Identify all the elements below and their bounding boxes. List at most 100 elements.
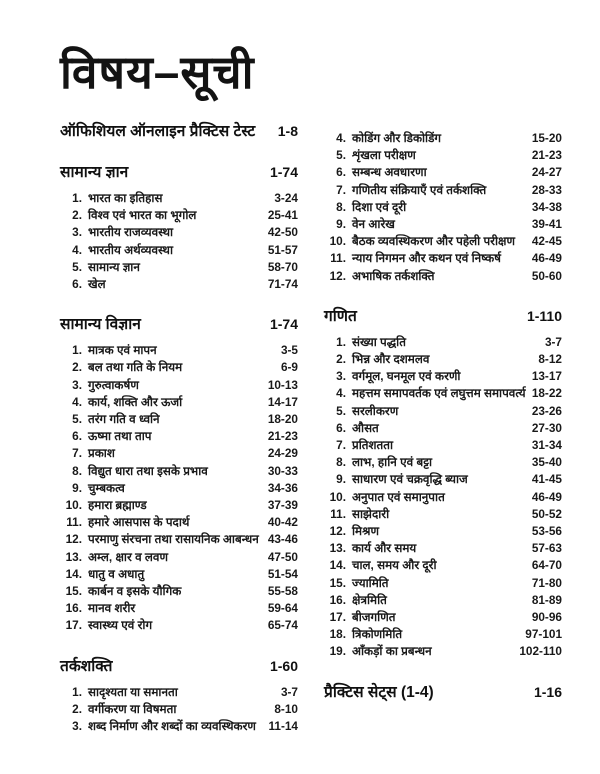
- item-pages: 6-9: [280, 360, 298, 375]
- item-title: चुम्बकत्व: [88, 480, 125, 495]
- item-title: भिन्न और दशमलव: [352, 351, 430, 366]
- toc-item: 5. सामान्य ज्ञान 58-70: [60, 259, 298, 276]
- item-title: ज्यामिति: [352, 575, 389, 590]
- item-pages: 37-39: [267, 497, 298, 512]
- section-title: सामान्य ज्ञान: [60, 163, 129, 181]
- item-number: 2.: [336, 351, 346, 366]
- item-title: आँकड़ों का प्रबन्धन: [352, 644, 432, 659]
- item-pages: 97-101: [525, 627, 562, 642]
- toc-item: 8. विद्युत धारा तथा इसके प्रभाव 30-33: [60, 463, 298, 480]
- toc-section: गणित 1-110 1. संख्या पद्धति 3-7 2. भिन्न और दश…: [324, 304, 562, 661]
- toc-item: 3. गुरुत्वाकर्षण 10-13: [60, 377, 298, 394]
- item-number: 6.: [336, 420, 346, 435]
- item-title: विश्व एवं भारत का भूगोल: [88, 208, 197, 223]
- item-number: 12.: [329, 268, 346, 283]
- toc-item: 1. मात्रक एवं मापन 3-5: [60, 342, 298, 359]
- toc-item: 4. कार्य, शक्ति और ऊर्जा 14-17: [60, 394, 298, 411]
- item-pages: 8-10: [274, 701, 298, 716]
- section-title: प्रैक्टिस सेट्स (1-4): [324, 683, 434, 701]
- toc-item: 5. सरलीकरण 23-26: [324, 403, 562, 420]
- item-title: कार्य, शक्ति और ऊर्जा: [88, 394, 183, 409]
- toc-column-right: 4. कोडिंग और डिकोडिंग 15-20 5. शृंखला परीक्ष…: [324, 119, 562, 754]
- item-pages: 30-33: [267, 463, 298, 478]
- item-number: 16.: [329, 592, 346, 607]
- item-number: 12.: [65, 532, 82, 547]
- item-number: 2.: [72, 701, 82, 716]
- item-number: 3.: [336, 369, 346, 384]
- item-title: विद्युत धारा तथा इसके प्रभाव: [88, 463, 208, 478]
- section-heading: सामान्य ज्ञान 1-74: [60, 160, 298, 182]
- item-pages: 15-20: [531, 130, 562, 145]
- item-title: मात्रक एवं मापन: [88, 343, 157, 358]
- item-pages: 18-22: [531, 386, 562, 401]
- item-number: 3.: [72, 225, 82, 240]
- item-number: 11.: [66, 515, 82, 530]
- toc-item: 2. बल तथा गति के नियम 6-9: [60, 359, 298, 376]
- toc-item: 13. अम्ल, क्षार व लवण 47-50: [60, 549, 298, 566]
- item-pages: 64-70: [531, 558, 562, 573]
- item-number: 9.: [72, 480, 82, 495]
- item-title: भारतीय अर्थव्यवस्था: [88, 242, 174, 257]
- section-pages: 1-74: [269, 163, 298, 180]
- item-pages: 13-17: [531, 369, 562, 384]
- toc-item: 3. वर्गमूल, घनमूल एवं करणी 13-17: [324, 368, 562, 385]
- item-number: 15.: [65, 583, 82, 598]
- item-title: महत्तम समापवर्तक एवं लघुत्तम समापवर्त्य: [352, 386, 526, 401]
- item-pages: 24-27: [531, 165, 562, 180]
- toc-item: 12. अभाषिक तर्कशक्ति 50-60: [324, 268, 562, 285]
- item-title: दिशा एवं दूरी: [352, 199, 407, 214]
- toc-item: 7. प्रकाश 24-29: [60, 445, 298, 462]
- item-pages: 8-12: [538, 351, 562, 366]
- item-number: 10.: [65, 497, 82, 512]
- item-number: 4.: [336, 386, 346, 401]
- item-title: धातु व अधातु: [88, 566, 145, 581]
- section-pages: 1-16: [533, 683, 562, 700]
- item-number: 8.: [72, 463, 82, 478]
- item-number: 14.: [329, 558, 346, 573]
- item-number: 3.: [72, 718, 82, 733]
- toc-item: 10. बैठक व्यवस्थिकरण और पहेली परीक्षण 42-4…: [324, 233, 562, 250]
- item-title: वेन आरेख: [352, 216, 395, 231]
- section-pages: 1-110: [526, 307, 562, 324]
- toc-item: 6. खेल 71-74: [60, 276, 298, 293]
- item-title: सामान्य ज्ञान: [88, 259, 140, 274]
- toc-item: 6. औसत 27-30: [324, 420, 562, 437]
- toc-item: 17. स्वास्थ्य एवं रोग 65-74: [60, 617, 298, 634]
- item-pages: 81-89: [531, 592, 562, 607]
- item-number: 1.: [72, 190, 82, 205]
- item-pages: 14-17: [267, 394, 298, 409]
- item-title: ऊष्मा तथा ताप: [88, 429, 152, 444]
- page-title: विषय–सूची: [60, 46, 255, 98]
- toc-item: 16. मानव शरीर 59-64: [60, 600, 298, 617]
- item-number: 11.: [330, 506, 346, 521]
- section-pages: 1-60: [269, 657, 298, 674]
- item-title: प्रकाश: [88, 446, 115, 461]
- item-number: 7.: [336, 182, 346, 197]
- section-heading: गणित 1-110: [324, 304, 562, 326]
- item-title: भारत का इतिहास: [88, 190, 163, 205]
- item-title: स्वास्थ्य एवं रोग: [88, 618, 153, 633]
- item-pages: 21-23: [267, 429, 298, 444]
- section-items: 1. संख्या पद्धति 3-7 2. भिन्न और दशमलव 8-12 3.…: [324, 334, 562, 661]
- item-number: 11.: [330, 251, 346, 266]
- toc-item: 8. लाभ, हानि एवं बट्टा 35-40: [324, 454, 562, 471]
- toc-item: 1. संख्या पद्धति 3-7: [324, 334, 562, 351]
- item-pages: 18-20: [267, 411, 298, 426]
- item-number: 13.: [65, 549, 82, 564]
- item-title: अम्ल, क्षार व लवण: [88, 549, 168, 564]
- item-number: 1.: [72, 343, 82, 358]
- toc-section: प्रैक्टिस सेट्स (1-4) 1-16: [324, 680, 562, 702]
- toc-item: 17. बीजगणित 90-96: [324, 609, 562, 626]
- item-title: मानव शरीर: [88, 601, 136, 616]
- item-title: वर्गमूल, घनमूल एवं करणी: [352, 369, 461, 384]
- toc-section: 4. कोडिंग और डिकोडिंग 15-20 5. शृंखला परीक्ष…: [324, 130, 562, 285]
- item-title: चाल, समय और दूरी: [352, 558, 437, 573]
- section-items: 1. भारत का इतिहास 3-24 2. विश्व एवं भारत का …: [60, 190, 298, 293]
- section-items: 4. कोडिंग और डिकोडिंग 15-20 5. शृंखला परीक्ष…: [324, 130, 562, 285]
- toc-item: 15. कार्बन व इसके यौगिक 55-58: [60, 583, 298, 600]
- item-title: मिश्रण: [352, 523, 379, 538]
- item-title: सादृश्यता या समानता: [88, 684, 178, 699]
- item-number: 15.: [329, 575, 346, 590]
- item-number: 13.: [329, 541, 346, 556]
- item-pages: 31-34: [531, 437, 562, 452]
